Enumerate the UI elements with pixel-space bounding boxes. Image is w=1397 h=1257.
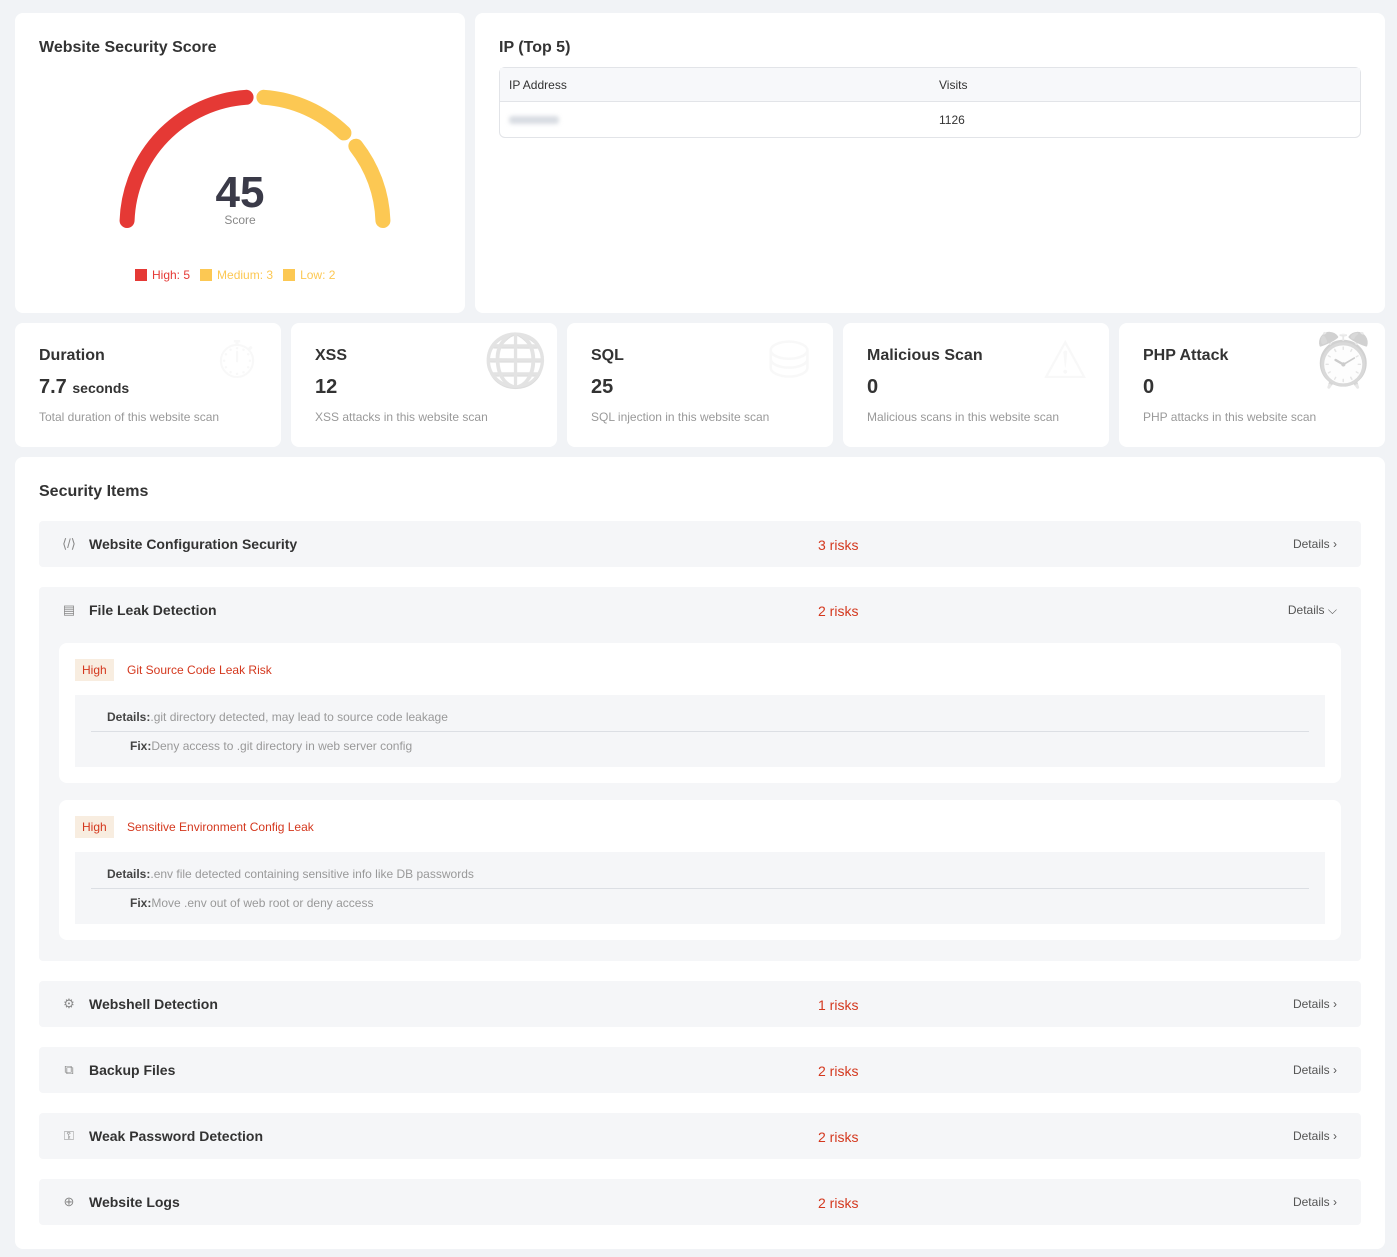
database-sql-icon: ⛁ xyxy=(767,332,811,390)
table-header: IP Address Visits xyxy=(500,68,1360,102)
table-row: 1126 xyxy=(500,102,1360,137)
stat-description: Total duration of this website scan xyxy=(39,410,220,424)
legend-low: Low: 2 xyxy=(283,268,335,282)
stat-card: PHP Attack 0 PHP attacks in this website… xyxy=(1119,323,1385,447)
legend-medium: Medium: 3 xyxy=(200,268,273,282)
security-item-name: Website Configuration Security xyxy=(89,536,298,552)
score-title: Website Security Score xyxy=(39,39,217,56)
bug-scan-icon: ⚙ xyxy=(63,996,75,1011)
col-visits: Visits xyxy=(939,77,968,92)
stat-card: SQL 25 SQL injection in this website sca… xyxy=(567,323,833,447)
risk-count: 2 risks xyxy=(818,1063,859,1079)
finding-title: Git Source Code Leak Risk xyxy=(127,663,272,677)
stat-description: Malicious scans in this website scan xyxy=(867,410,1060,424)
security-score-card: Website Security Score 45 Score High: 5 … xyxy=(15,13,465,313)
details-toggle[interactable]: Details › xyxy=(1292,1129,1337,1143)
risk-count: 2 risks xyxy=(818,603,859,619)
stat-value: 12 xyxy=(315,376,338,398)
ip-address-redacted xyxy=(509,113,939,127)
chevron-right-icon: › xyxy=(1333,997,1337,1011)
risk-count: 1 risks xyxy=(818,997,859,1013)
chevron-right-icon: › xyxy=(1333,1129,1337,1143)
severity-badge: High xyxy=(75,659,114,681)
gauge-high-segment xyxy=(119,89,254,229)
stat-description: XSS attacks in this website scan xyxy=(315,410,488,424)
gauge-low-segment xyxy=(348,138,391,229)
chevron-down-icon: ⌵ xyxy=(1327,603,1337,617)
stat-description: PHP attacks in this website scan xyxy=(1143,410,1317,424)
security-item-name: Weak Password Detection xyxy=(89,1128,264,1144)
details-toggle[interactable]: Details ⌵ xyxy=(1287,603,1337,617)
security-item[interactable]: ⚿ Weak Password Detection 2 risks Detail… xyxy=(39,1113,1361,1159)
stat-title: PHP Attack xyxy=(1143,347,1229,364)
security-item[interactable]: ⟨/⟩ Website Configuration Security 3 ris… xyxy=(39,521,1361,567)
score-gauge xyxy=(119,89,391,229)
finding-detail-box: Details:.env file detected containing se… xyxy=(75,852,1325,924)
finding-details: Details:.git directory detected, may lea… xyxy=(107,710,448,724)
ip-table: IP Address Visits 1126 xyxy=(499,67,1361,138)
warning-scan-icon: ⚠ xyxy=(1041,332,1089,390)
score-value: 45 xyxy=(215,168,265,217)
score-legend: High: 5 Medium: 3 Low: 2 xyxy=(135,268,335,282)
stat-description: SQL injection in this website scan xyxy=(591,410,770,424)
file-icon: ▤ xyxy=(62,602,76,617)
stat-value: 0 xyxy=(1143,376,1155,398)
security-items-card: Security Items ⟨/⟩ Website Configuration… xyxy=(15,457,1385,1249)
security-item[interactable]: ▤ File Leak Detection 2 risks Details ⌵ … xyxy=(39,587,1361,961)
legend-high: High: 5 xyxy=(135,268,190,282)
finding-fix: Fix:Deny access to .git directory in web… xyxy=(130,739,413,753)
risk-count: 2 risks xyxy=(818,1129,859,1145)
globe-icon: 🌐 xyxy=(483,332,548,390)
security-item-name: Website Logs xyxy=(89,1194,180,1210)
security-item-name: File Leak Detection xyxy=(89,602,217,618)
stat-value: 0 xyxy=(867,376,879,398)
stat-title: Malicious Scan xyxy=(867,347,983,364)
code-icon: ⟨/⟩ xyxy=(62,536,76,551)
security-item[interactable]: ⚙ Webshell Detection 1 risks Details › xyxy=(39,981,1361,1027)
finding-details: Details:.env file detected containing se… xyxy=(107,867,474,881)
security-item[interactable]: ⊕ Website Logs 2 risks Details › xyxy=(39,1179,1361,1225)
ip-top5-card: IP (Top 5) IP Address Visits 1126 xyxy=(475,13,1385,313)
risk-count: 3 risks xyxy=(818,537,859,553)
chevron-right-icon: › xyxy=(1333,537,1337,551)
col-ip-address: IP Address xyxy=(509,77,567,92)
ip-title: IP (Top 5) xyxy=(499,39,571,56)
backup-icon: ⧉ xyxy=(64,1062,74,1077)
details-toggle[interactable]: Details › xyxy=(1292,537,1337,551)
finding-detail-box: Details:.git directory detected, may lea… xyxy=(75,695,1325,767)
stat-value: 7.7 seconds xyxy=(39,376,130,398)
finding-card: High Git Source Code Leak Risk Details:.… xyxy=(59,643,1341,783)
stat-card: Malicious Scan 0 Malicious scans in this… xyxy=(843,323,1109,447)
finding-title: Sensitive Environment Config Leak xyxy=(127,820,314,834)
stopwatch-icon: ⏱ xyxy=(216,332,258,390)
severity-badge: High xyxy=(75,816,114,838)
stat-card: Duration 7.7 seconds Total duration of t… xyxy=(15,323,281,447)
stat-value: 25 xyxy=(591,376,614,398)
security-item[interactable]: ⧉ Backup Files 2 risks Details › xyxy=(39,1047,1361,1093)
visits-cell: 1126 xyxy=(939,112,965,127)
finding-fix: Fix:Move .env out of web root or deny ac… xyxy=(130,896,374,910)
score-label: Score xyxy=(224,213,256,227)
finding-card: High Sensitive Environment Config Leak D… xyxy=(59,800,1341,940)
stat-title: SQL xyxy=(591,347,624,364)
security-items-title: Security Items xyxy=(39,483,149,500)
divider xyxy=(91,731,1309,732)
globe-icon: ⊕ xyxy=(63,1194,75,1209)
gauge-medium-segment xyxy=(256,89,352,141)
stat-title: Duration xyxy=(39,347,105,364)
divider xyxy=(91,888,1309,889)
stat-title: XSS xyxy=(315,347,348,364)
details-toggle[interactable]: Details › xyxy=(1292,1195,1337,1209)
security-item-name: Webshell Detection xyxy=(89,996,218,1012)
alarm-icon: ⏰ xyxy=(1311,332,1376,390)
chevron-right-icon: › xyxy=(1333,1063,1337,1077)
security-item-name: Backup Files xyxy=(89,1062,176,1078)
stat-card: XSS 12 XSS attacks in this website scan … xyxy=(291,323,557,447)
password-icon: ⚿ xyxy=(64,1128,74,1143)
details-toggle[interactable]: Details › xyxy=(1292,997,1337,1011)
details-toggle[interactable]: Details › xyxy=(1292,1063,1337,1077)
risk-count: 2 risks xyxy=(818,1195,859,1211)
chevron-right-icon: › xyxy=(1333,1195,1337,1209)
